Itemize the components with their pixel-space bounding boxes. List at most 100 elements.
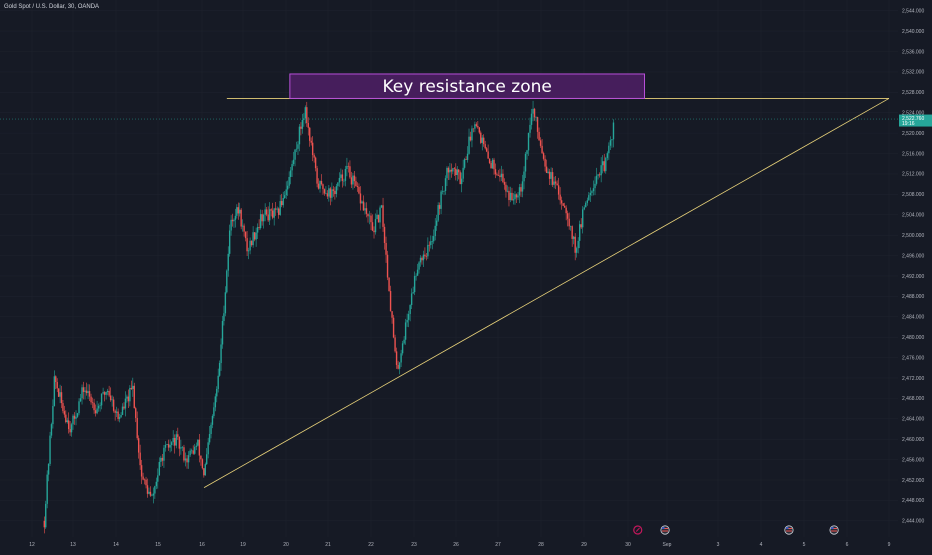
candle-body [535,117,537,118]
candle-body [480,132,482,143]
candle-body [441,191,444,192]
candle-body [582,209,584,228]
y-tick-label: 2,500.000 [902,233,924,239]
candle-body [221,320,224,345]
candle-body [164,444,167,448]
candle-body [468,136,470,154]
y-tick-label: 2,544.000 [902,9,924,15]
price-scale[interactable]: 2,544.000 2,540.000 2,536.000 2,532.000 2,52… [899,9,932,525]
x-tick-label: 3 [717,542,720,548]
candle-body [347,165,350,167]
candle-body [211,415,214,425]
x-tick-label: 15 [155,542,161,548]
candle-body [220,344,222,364]
candle-body [175,434,177,446]
candle-body [317,183,320,189]
candle-body [379,207,381,223]
candle-body [130,387,133,389]
candle-body [380,205,383,208]
candle-body [63,411,66,415]
candle-body [539,140,542,146]
candle-body [455,168,457,176]
candle-body [203,468,205,476]
candle-body [503,182,506,185]
candle-body [338,177,341,183]
candle-body [449,169,451,173]
candle-body [478,127,481,133]
candle-body [292,159,295,165]
candle-body [152,493,155,496]
candle-body [155,481,158,487]
candle-body [389,291,392,312]
x-tick-label: 22 [368,542,374,548]
us-flag-icon[interactable] [829,525,839,535]
candle-body [93,402,95,411]
y-tick-label: 2,448.000 [902,498,924,504]
candle-body [237,207,239,214]
candle-body [485,148,488,152]
candle-body [508,190,510,201]
candle-body [401,343,404,354]
candle-body [282,198,284,206]
drawings-layer[interactable]: Key resistance zone [0,73,898,488]
candle-body [532,108,534,114]
candle-body [241,225,244,227]
candle-body [210,424,212,435]
candle-body [514,194,516,200]
candle-body [471,128,473,141]
candle-body [340,174,342,178]
candle-body [76,413,79,417]
us-flag-icon[interactable] [660,525,670,535]
support-trendline[interactable] [203,98,890,488]
candle-body [78,401,80,414]
candle-body [583,207,585,210]
candle-body [108,390,110,396]
candle-body [594,183,596,189]
candle-body [346,165,348,170]
economic-event-icon[interactable] [633,525,643,535]
candle-body [190,450,193,452]
candle-body [243,225,245,232]
y-tick-label: 2,540.000 [902,29,924,35]
candle-body [574,236,576,253]
candle-body [157,475,159,482]
candle-body [403,339,405,344]
candle-body [447,167,450,173]
candle-body [240,209,242,227]
grid-layer [0,0,898,537]
candle-body [250,240,253,246]
x-tick-label: 20 [283,542,289,548]
resistance-zone-label: Key resistance zone [382,77,551,97]
last-price-countdown: 19:16 [902,121,915,127]
candle-body [337,182,339,187]
candle-body [512,199,515,201]
candle-body [397,364,399,369]
candle-body [55,376,57,383]
candle-body [488,158,491,164]
y-tick-label: 2,536.000 [902,49,924,55]
x-tick-label: 14 [113,542,119,548]
candle-body [228,230,231,254]
resistance-zone-box[interactable] [289,73,645,99]
candle-body [521,181,524,192]
candle-body [592,188,595,192]
candle-body [602,161,604,166]
event-markers[interactable] [633,525,839,535]
time-scale[interactable]: 12 13 14 15 16 19 20 21 22 23 26 27 28 29 30 Sep 3 4 5 6 9 [29,542,890,548]
candle-body [118,417,121,419]
candle-body [533,108,536,118]
y-tick-label: 2,488.000 [902,294,924,300]
candle-body [194,446,196,454]
candle-body [579,224,581,241]
candle-body [608,145,610,154]
candle-body [124,398,127,409]
candle-body [465,159,467,160]
candle-body [331,189,333,198]
last-price-value: 2,522.760 [902,116,924,122]
candle-body [568,218,570,227]
us-flag-icon[interactable] [784,525,794,535]
candle-body [562,203,564,206]
y-tick-label: 2,520.000 [902,131,924,137]
